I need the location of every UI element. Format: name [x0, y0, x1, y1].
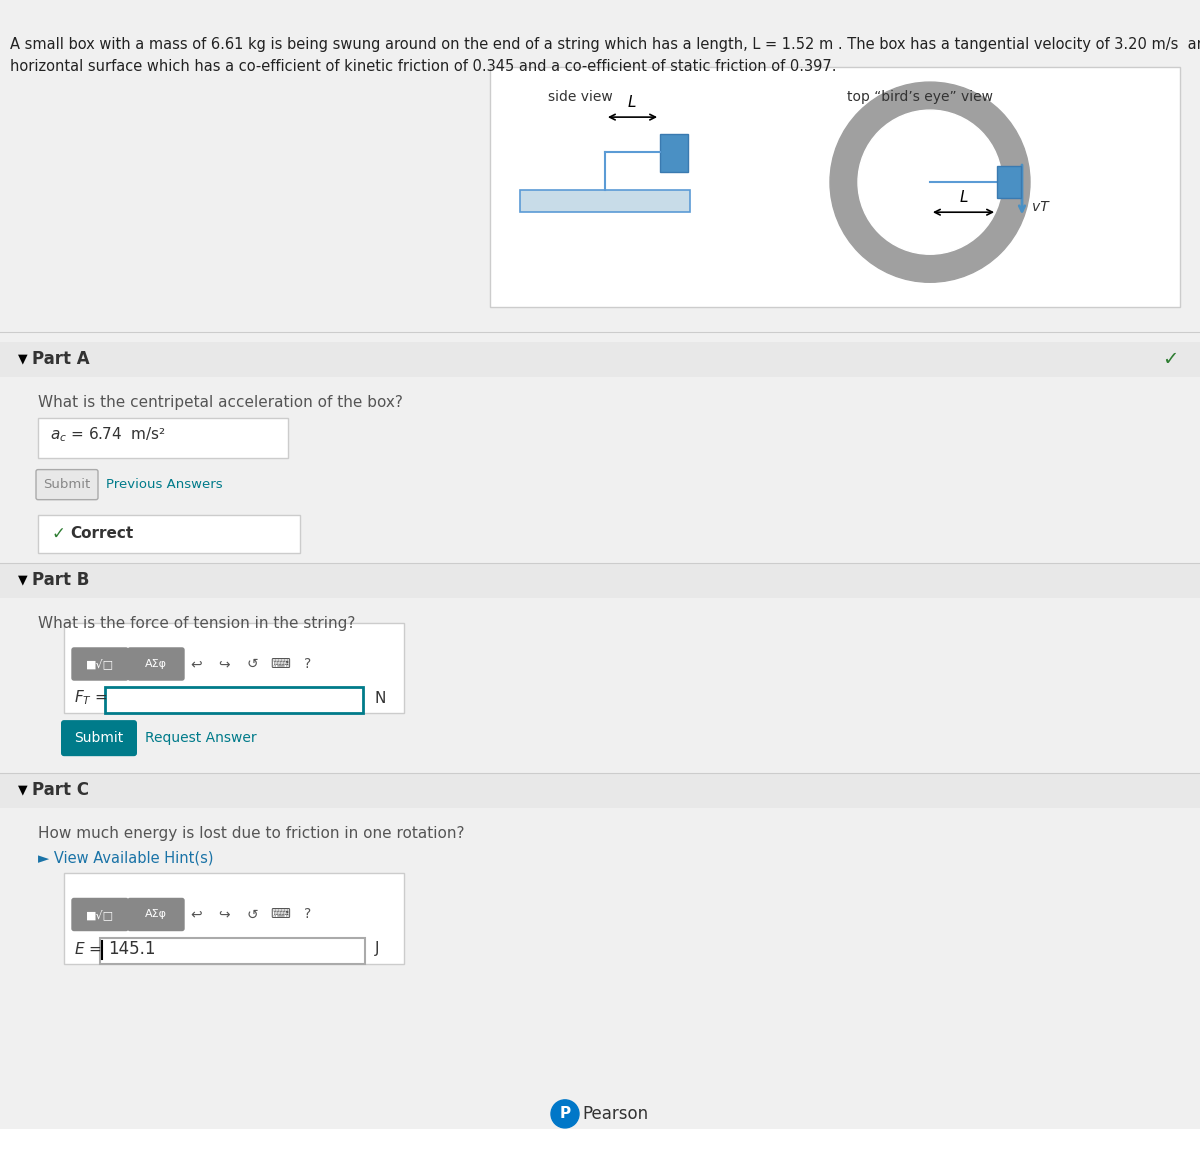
Text: Pearson: Pearson — [582, 1105, 648, 1123]
FancyBboxPatch shape — [100, 938, 365, 963]
Text: ▼: ▼ — [18, 783, 28, 797]
FancyBboxPatch shape — [38, 514, 300, 553]
FancyBboxPatch shape — [490, 67, 1180, 307]
FancyBboxPatch shape — [61, 720, 137, 756]
Text: ΑΣφ: ΑΣφ — [145, 909, 167, 920]
FancyBboxPatch shape — [0, 773, 1200, 808]
Text: How much energy is lost due to friction in one rotation?: How much energy is lost due to friction … — [38, 826, 464, 842]
FancyBboxPatch shape — [36, 470, 98, 499]
Text: ↺: ↺ — [246, 657, 258, 671]
FancyBboxPatch shape — [0, 1129, 1200, 1169]
FancyBboxPatch shape — [520, 191, 690, 213]
Text: ↺: ↺ — [246, 907, 258, 921]
FancyBboxPatch shape — [106, 687, 364, 713]
Text: ↪: ↪ — [218, 907, 230, 921]
Text: ✓: ✓ — [52, 525, 66, 542]
Text: ✓: ✓ — [1162, 350, 1178, 369]
Text: P: P — [559, 1106, 570, 1121]
FancyBboxPatch shape — [72, 648, 128, 680]
FancyBboxPatch shape — [128, 899, 184, 931]
FancyBboxPatch shape — [997, 166, 1021, 199]
Circle shape — [858, 110, 1002, 254]
FancyBboxPatch shape — [0, 562, 1200, 597]
Text: Submit: Submit — [74, 731, 124, 745]
Text: What is the centripetal acceleration of the box?: What is the centripetal acceleration of … — [38, 395, 403, 410]
Circle shape — [830, 82, 1030, 282]
Text: ↩: ↩ — [190, 657, 202, 671]
Text: vT: vT — [1032, 200, 1049, 214]
FancyBboxPatch shape — [38, 417, 288, 457]
Text: ► View Available Hint(s): ► View Available Hint(s) — [38, 850, 214, 865]
Text: ⌨: ⌨ — [270, 907, 290, 921]
Text: horizontal surface which has a co-efficient of kinetic friction of 0.345 and a c: horizontal surface which has a co-effici… — [10, 60, 836, 74]
Text: N: N — [374, 691, 386, 706]
Text: ▼: ▼ — [18, 353, 28, 366]
Text: $E$ =: $E$ = — [74, 941, 102, 956]
Text: ■√□: ■√□ — [86, 909, 114, 920]
Text: ↩: ↩ — [190, 907, 202, 921]
Text: ΑΣφ: ΑΣφ — [145, 659, 167, 669]
Text: ▼: ▼ — [18, 573, 28, 587]
Text: ↪: ↪ — [218, 657, 230, 671]
Text: ⌨: ⌨ — [270, 657, 290, 671]
Text: J: J — [374, 941, 379, 956]
Text: 145.1: 145.1 — [108, 940, 156, 957]
Circle shape — [551, 1100, 580, 1128]
Text: L: L — [960, 191, 968, 206]
FancyBboxPatch shape — [64, 873, 404, 963]
Text: Part A: Part A — [32, 351, 90, 368]
FancyBboxPatch shape — [660, 134, 688, 172]
Text: ?: ? — [305, 907, 312, 921]
Text: A small box with a mass of 6.61 kg is being swung around on the end of a string : A small box with a mass of 6.61 kg is be… — [10, 37, 1200, 53]
Text: side view: side view — [547, 90, 612, 104]
FancyBboxPatch shape — [64, 623, 404, 713]
Text: What is the force of tension in the string?: What is the force of tension in the stri… — [38, 616, 355, 631]
Text: L: L — [628, 95, 636, 110]
Text: Part C: Part C — [32, 781, 89, 800]
FancyBboxPatch shape — [128, 648, 184, 680]
Text: Correct: Correct — [70, 526, 133, 541]
Text: top “bird’s eye” view: top “bird’s eye” view — [847, 90, 994, 104]
Text: $F_T$ =: $F_T$ = — [74, 689, 108, 707]
Text: $a_c$ = 6.74  m/s²: $a_c$ = 6.74 m/s² — [50, 426, 166, 444]
Text: ■√□: ■√□ — [86, 658, 114, 670]
Text: ?: ? — [305, 657, 312, 671]
Text: Previous Answers: Previous Answers — [106, 478, 223, 491]
FancyBboxPatch shape — [0, 343, 1200, 378]
Text: Request Answer: Request Answer — [145, 731, 257, 745]
Text: Submit: Submit — [43, 478, 91, 491]
FancyBboxPatch shape — [72, 899, 128, 931]
Text: Part B: Part B — [32, 570, 89, 589]
